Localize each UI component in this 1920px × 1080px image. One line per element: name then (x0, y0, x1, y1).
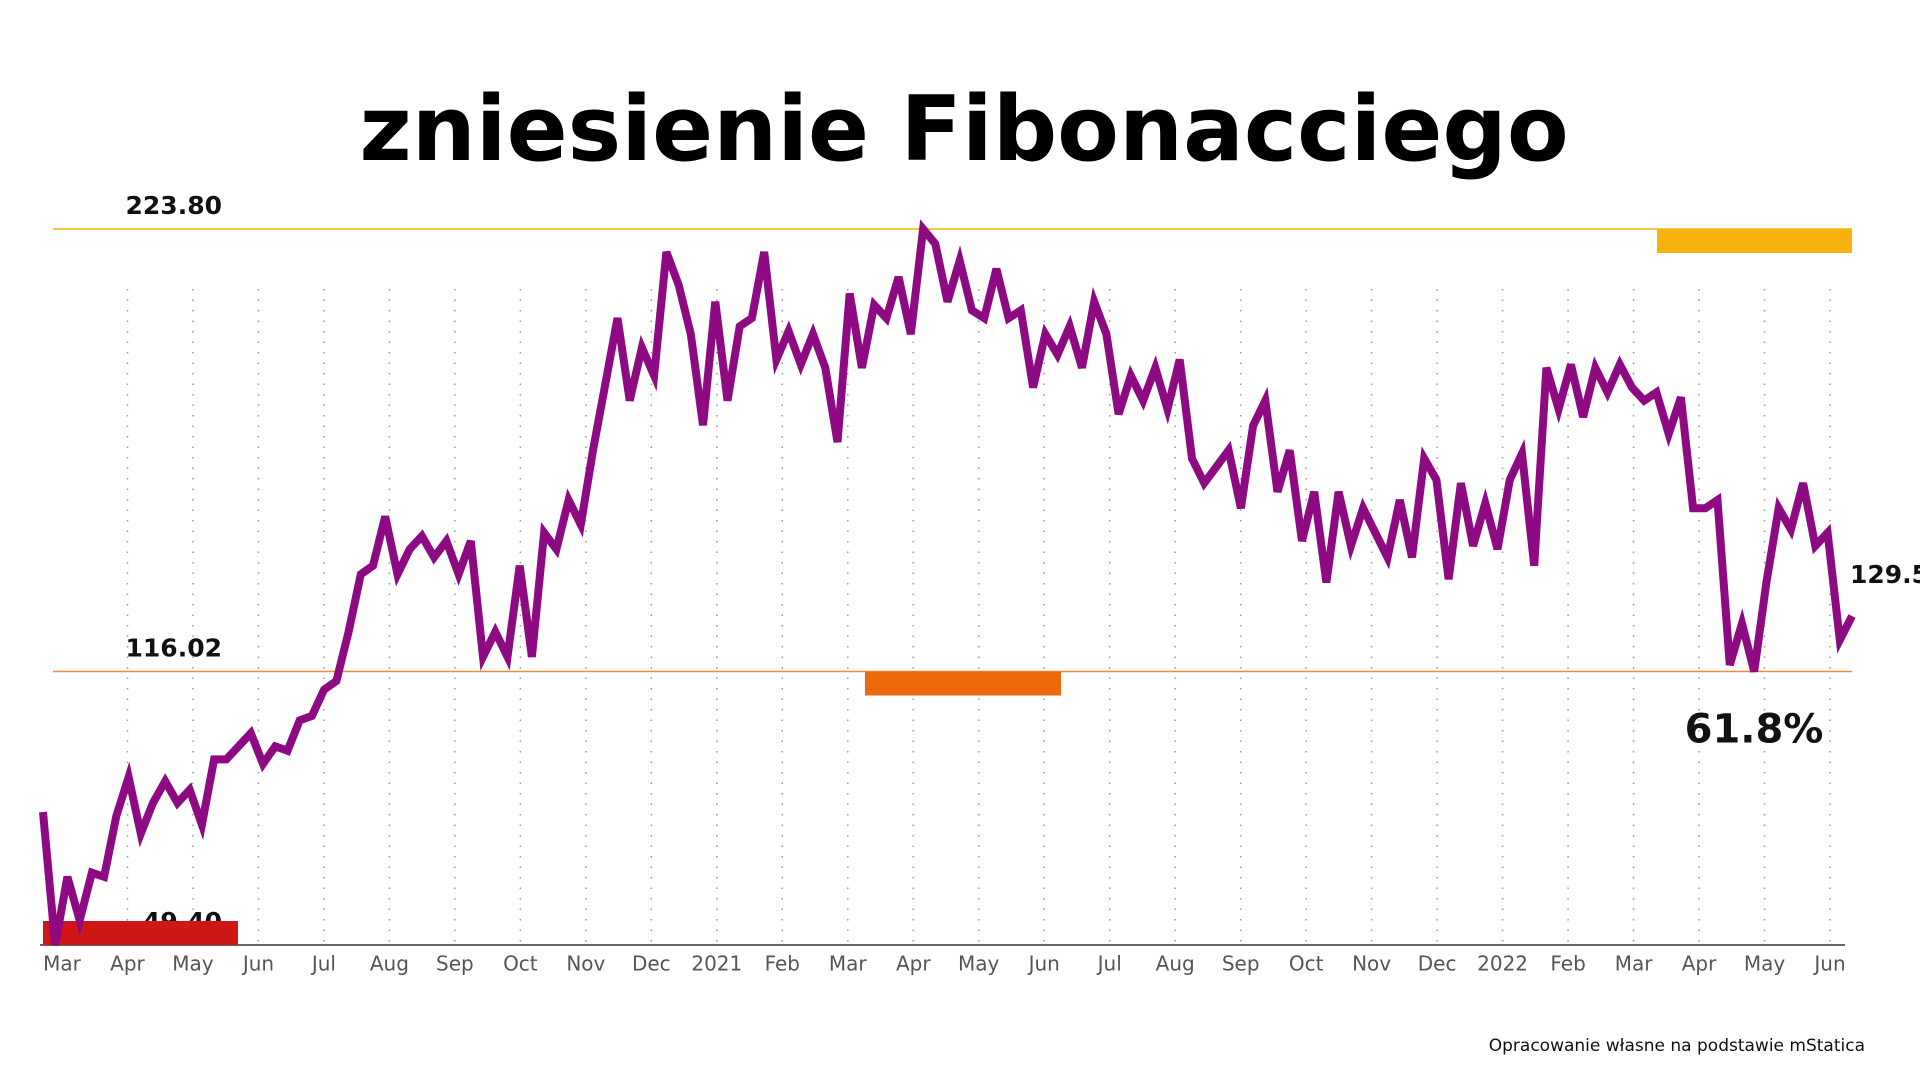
x-tick-label: May (172, 952, 214, 976)
price-line (39, 219, 1856, 946)
x-tick-label: Feb (765, 952, 800, 976)
x-tick-label: Jul (310, 952, 336, 976)
source-note: Opracowanie własne na podstawie mStatica (1489, 1036, 1865, 1056)
level-bar (1657, 229, 1852, 253)
level-bar (865, 671, 1061, 696)
x-tick-label: Dec (1418, 952, 1457, 976)
x-tick-label: May (958, 952, 1000, 976)
x-tick-label: Sep (1222, 952, 1260, 976)
x-tick-label: Apr (896, 952, 931, 976)
x-tick-label: Jun (1027, 952, 1060, 976)
x-tick-label: Apr (110, 952, 145, 976)
x-tick-label: Oct (1289, 952, 1324, 976)
x-tick-label: Aug (370, 952, 409, 976)
x-tick-label: Mar (1615, 952, 1654, 976)
end-value-label: 129.5 (1850, 560, 1920, 589)
x-tick-label: Apr (1682, 952, 1717, 976)
x-tick-label: Feb (1550, 952, 1585, 976)
x-tick-label: Mar (829, 952, 868, 976)
x-tick-label: Nov (1352, 952, 1391, 976)
level-label: 116.02 (126, 633, 222, 662)
x-tick-label: Sep (436, 952, 474, 976)
x-tick-label: Nov (566, 952, 605, 976)
chart-title: zniesienie Fibonacciego (359, 77, 1568, 182)
x-tick-label: Mar (43, 952, 82, 976)
x-tick-label: Dec (632, 952, 671, 976)
x-tick-label: Aug (1156, 952, 1195, 976)
x-tick-label: May (1744, 952, 1786, 976)
x-tick-label: Jun (1812, 952, 1845, 976)
x-tick-label: 2021 (691, 952, 742, 976)
annotation: 61.8% (1685, 706, 1824, 752)
level-bar (43, 921, 238, 945)
x-tick-label: Jul (1096, 952, 1122, 976)
x-tick-label: 2022 (1477, 952, 1528, 976)
level-label: 223.80 (126, 191, 222, 220)
x-tick-label: Jun (241, 952, 274, 976)
x-tick-label: Oct (503, 952, 538, 976)
